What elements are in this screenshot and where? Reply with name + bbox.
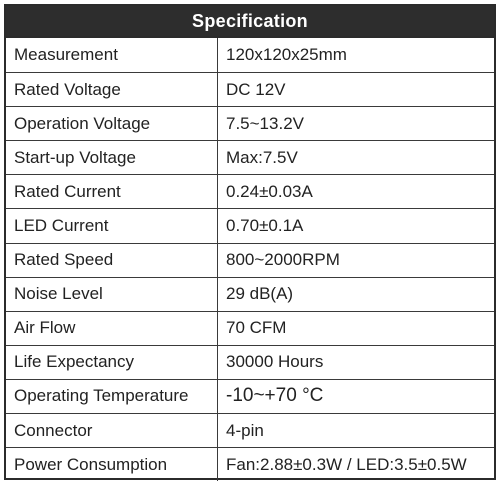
row-label: Rated Speed	[6, 243, 218, 277]
table-row-connector: Connector 4-pin	[6, 413, 494, 448]
row-label: Start-up Voltage	[6, 141, 218, 175]
table-row-air-flow: Air Flow 70 CFM	[6, 310, 494, 345]
row-label: LED Current	[6, 209, 218, 243]
table-row-life-expectancy: Life Expectancy 30000 Hours	[6, 344, 494, 379]
table-row-operating-temperature: Operating Temperature -10~+70 °C	[6, 378, 494, 414]
table-title: Specification	[6, 6, 494, 38]
row-label: Life Expectancy	[6, 345, 218, 379]
row-label: Connector	[6, 414, 218, 448]
row-value: 7.5~13.2V	[226, 113, 304, 133]
row-value: 29 dB(A)	[226, 284, 294, 304]
row-value: Fan:2.88±0.3W / LED:3.5±0.5W	[226, 454, 467, 474]
table-row-start-up-voltage: Start-up Voltage Max:7.5V	[6, 140, 494, 175]
row-value: 4-pin	[226, 420, 264, 440]
row-value: 30000 Hours	[226, 352, 324, 372]
row-value: Max:7.5V	[226, 147, 298, 167]
row-value: -10~+70 °C	[226, 385, 324, 407]
row-label: Measurement	[6, 38, 218, 73]
table-row-rated-speed: Rated Speed 800~2000RPM	[6, 242, 494, 277]
row-label: Operating Temperature	[6, 379, 218, 414]
specification-table: Specification Measurement 120x120x25mm R…	[4, 4, 496, 482]
table-row-led-current: LED Current 0.70±0.1A	[6, 208, 494, 243]
table-row-noise-level: Noise Level 29 dB(A)	[6, 276, 494, 311]
row-value: 800~2000RPM	[226, 250, 340, 270]
row-label: Noise Level	[6, 277, 218, 311]
row-label: Operation Voltage	[6, 107, 218, 141]
row-label: Air Flow	[6, 311, 218, 345]
row-value: 0.70±0.1A	[226, 216, 304, 236]
row-label: Power Consumption	[6, 448, 218, 482]
row-label: Rated Current	[6, 175, 218, 209]
table-row-operation-voltage: Operation Voltage 7.5~13.2V	[6, 106, 494, 141]
row-value: DC 12V	[226, 79, 286, 99]
table-row-power-consumption: Power Consumption Fan:2.88±0.3W / LED:3.…	[6, 447, 494, 482]
table-row-measurement: Measurement 120x120x25mm	[6, 38, 494, 73]
row-value: 120x120x25mm	[226, 45, 347, 65]
table-row-rated-voltage: Rated Voltage DC 12V	[6, 72, 494, 107]
row-label: Rated Voltage	[6, 73, 218, 107]
table-row-rated-current: Rated Current 0.24±0.03A	[6, 174, 494, 209]
row-value: 70 CFM	[226, 318, 287, 338]
row-value: 0.24±0.03A	[226, 181, 313, 201]
